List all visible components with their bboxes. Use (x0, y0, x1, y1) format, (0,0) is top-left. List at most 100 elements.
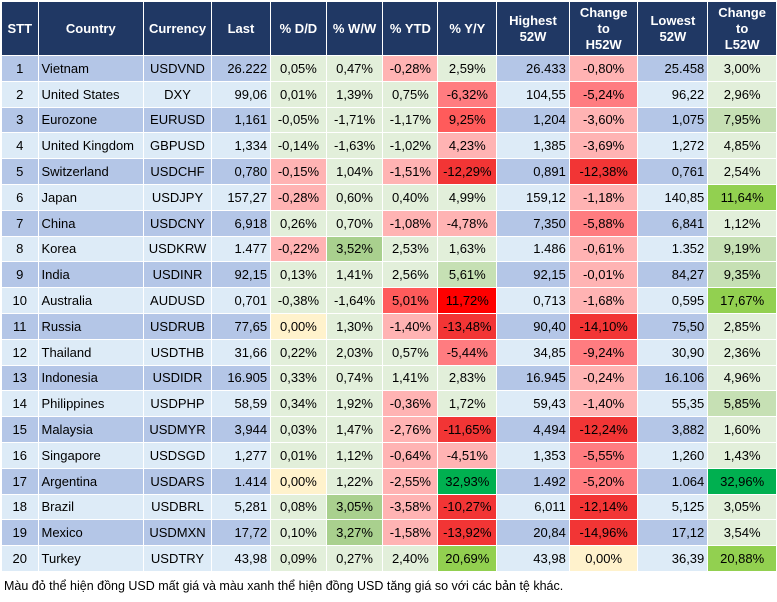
cell-l52: 1.352 (637, 235, 709, 263)
header-dd: % D/D (270, 1, 327, 56)
cell-dd: -0,28% (270, 183, 327, 211)
cell-currency: USDPHP (143, 390, 212, 418)
cell-stt: 18 (1, 493, 39, 521)
cell-ww: 1,30% (325, 312, 384, 340)
cell-yy: 4,23% (437, 132, 498, 160)
table-row: 12 Thailand USDTHB 31,66 0,22% 2,03% 0,57% -5,4… (1, 338, 777, 366)
cell-cl: 11,64% (707, 183, 777, 211)
cell-cl: 1,43% (707, 441, 777, 469)
cell-h52: 1,204 (496, 106, 570, 134)
cell-ytd: 0,75% (382, 80, 439, 108)
cell-l52: 6,841 (637, 209, 709, 237)
cell-ytd: -0,28% (382, 55, 439, 82)
cell-yy: -6,32% (437, 80, 498, 108)
cell-country: Korea (37, 235, 145, 263)
cell-ytd: -1,17% (382, 106, 439, 134)
cell-yy: 2,59% (437, 55, 498, 82)
cell-h52: 43,98 (496, 545, 570, 572)
cell-yy: 11,72% (437, 287, 498, 314)
cell-ch: -1,68% (568, 287, 639, 314)
cell-country: Indonesia (37, 364, 145, 392)
cell-h52: 0,713 (496, 287, 570, 314)
cell-ch: -3,60% (568, 106, 639, 134)
cell-l52: 17,12 (637, 519, 709, 547)
cell-yy: 4,99% (437, 183, 498, 211)
header-currency: Currency (143, 1, 212, 56)
cell-l52: 25.458 (637, 55, 709, 82)
cell-country: Thailand (37, 338, 145, 366)
cell-yy: -4,51% (437, 441, 498, 469)
header-highest-52w: Highest 52W (496, 1, 570, 56)
cell-ch: 0,00% (568, 545, 639, 572)
cell-h52: 1.486 (496, 235, 570, 263)
cell-currency: EURUSD (143, 106, 212, 134)
cell-stt: 17 (1, 467, 39, 495)
cell-currency: USDCHF (143, 158, 212, 185)
header-last: Last (210, 1, 272, 56)
cell-ww: 1,04% (325, 158, 384, 185)
cell-ch: -5,55% (568, 441, 639, 469)
cell-last: 3,944 (210, 416, 272, 443)
cell-cl: 32,96% (707, 467, 777, 495)
footnote: Màu đỏ thể hiện đồng USD mất giá và màu … (4, 579, 564, 593)
header-yy: % Y/Y (437, 1, 498, 56)
cell-cl: 4,96% (707, 364, 777, 392)
cell-h52: 1,385 (496, 132, 570, 160)
cell-ch: -14,10% (568, 312, 639, 340)
cell-ytd: -2,55% (382, 467, 439, 495)
cell-currency: USDTRY (143, 545, 212, 572)
header-lowest-52w: Lowest 52W (637, 1, 709, 56)
cell-country: Japan (37, 183, 145, 211)
cell-last: 1,161 (210, 106, 272, 134)
cell-ww: -1,71% (325, 106, 384, 134)
cell-ch: -12,38% (568, 158, 639, 185)
cell-ch: -5,88% (568, 209, 639, 237)
cell-currency: USDKRW (143, 235, 212, 263)
cell-cl: 20,88% (707, 545, 777, 572)
cell-ch: -3,69% (568, 132, 639, 160)
cell-l52: 75,50 (637, 312, 709, 340)
currency-table: STT Country Currency Last % D/D % W/W % … (1, 1, 777, 572)
cell-ytd: 0,57% (382, 338, 439, 366)
cell-ch: -9,24% (568, 338, 639, 366)
cell-l52: 5,125 (637, 493, 709, 521)
cell-stt: 6 (1, 183, 39, 211)
cell-ww: 0,27% (325, 545, 384, 572)
cell-yy: 2,83% (437, 364, 498, 392)
cell-h52: 1.492 (496, 467, 570, 495)
header-change-h52w: Change to H52W (568, 1, 639, 56)
cell-h52: 1,353 (496, 441, 570, 469)
cell-currency: DXY (143, 80, 212, 108)
cell-h52: 59,43 (496, 390, 570, 418)
cell-last: 58,59 (210, 390, 272, 418)
cell-currency: USDSGD (143, 441, 212, 469)
header-stt: STT (1, 1, 39, 56)
cell-yy: -11,65% (437, 416, 498, 443)
cell-country: Malaysia (37, 416, 145, 443)
cell-l52: 1,260 (637, 441, 709, 469)
cell-last: 31,66 (210, 338, 272, 366)
cell-ww: 1,39% (325, 80, 384, 108)
header-row: STT Country Currency Last % D/D % W/W % … (1, 1, 777, 56)
cell-ch: -0,01% (568, 261, 639, 289)
table-row: 10 Australia AUDUSD 0,701 -0,38% -1,64% 5,01% 1… (1, 287, 777, 314)
cell-l52: 55,35 (637, 390, 709, 418)
cell-stt: 20 (1, 545, 39, 572)
cell-ch: -5,24% (568, 80, 639, 108)
cell-yy: -5,44% (437, 338, 498, 366)
cell-yy: 9,25% (437, 106, 498, 134)
cell-last: 43,98 (210, 545, 272, 572)
cell-stt: 3 (1, 106, 39, 134)
cell-dd: -0,15% (270, 158, 327, 185)
cell-country: Eurozone (37, 106, 145, 134)
cell-last: 5,281 (210, 493, 272, 521)
cell-country: Mexico (37, 519, 145, 547)
cell-yy: 1,63% (437, 235, 498, 263)
cell-currency: USDTHB (143, 338, 212, 366)
cell-yy: -13,92% (437, 519, 498, 547)
cell-country: Australia (37, 287, 145, 314)
cell-country: Vietnam (37, 55, 145, 82)
cell-last: 17,72 (210, 519, 272, 547)
cell-dd: 0,01% (270, 80, 327, 108)
cell-dd: 0,08% (270, 493, 327, 521)
